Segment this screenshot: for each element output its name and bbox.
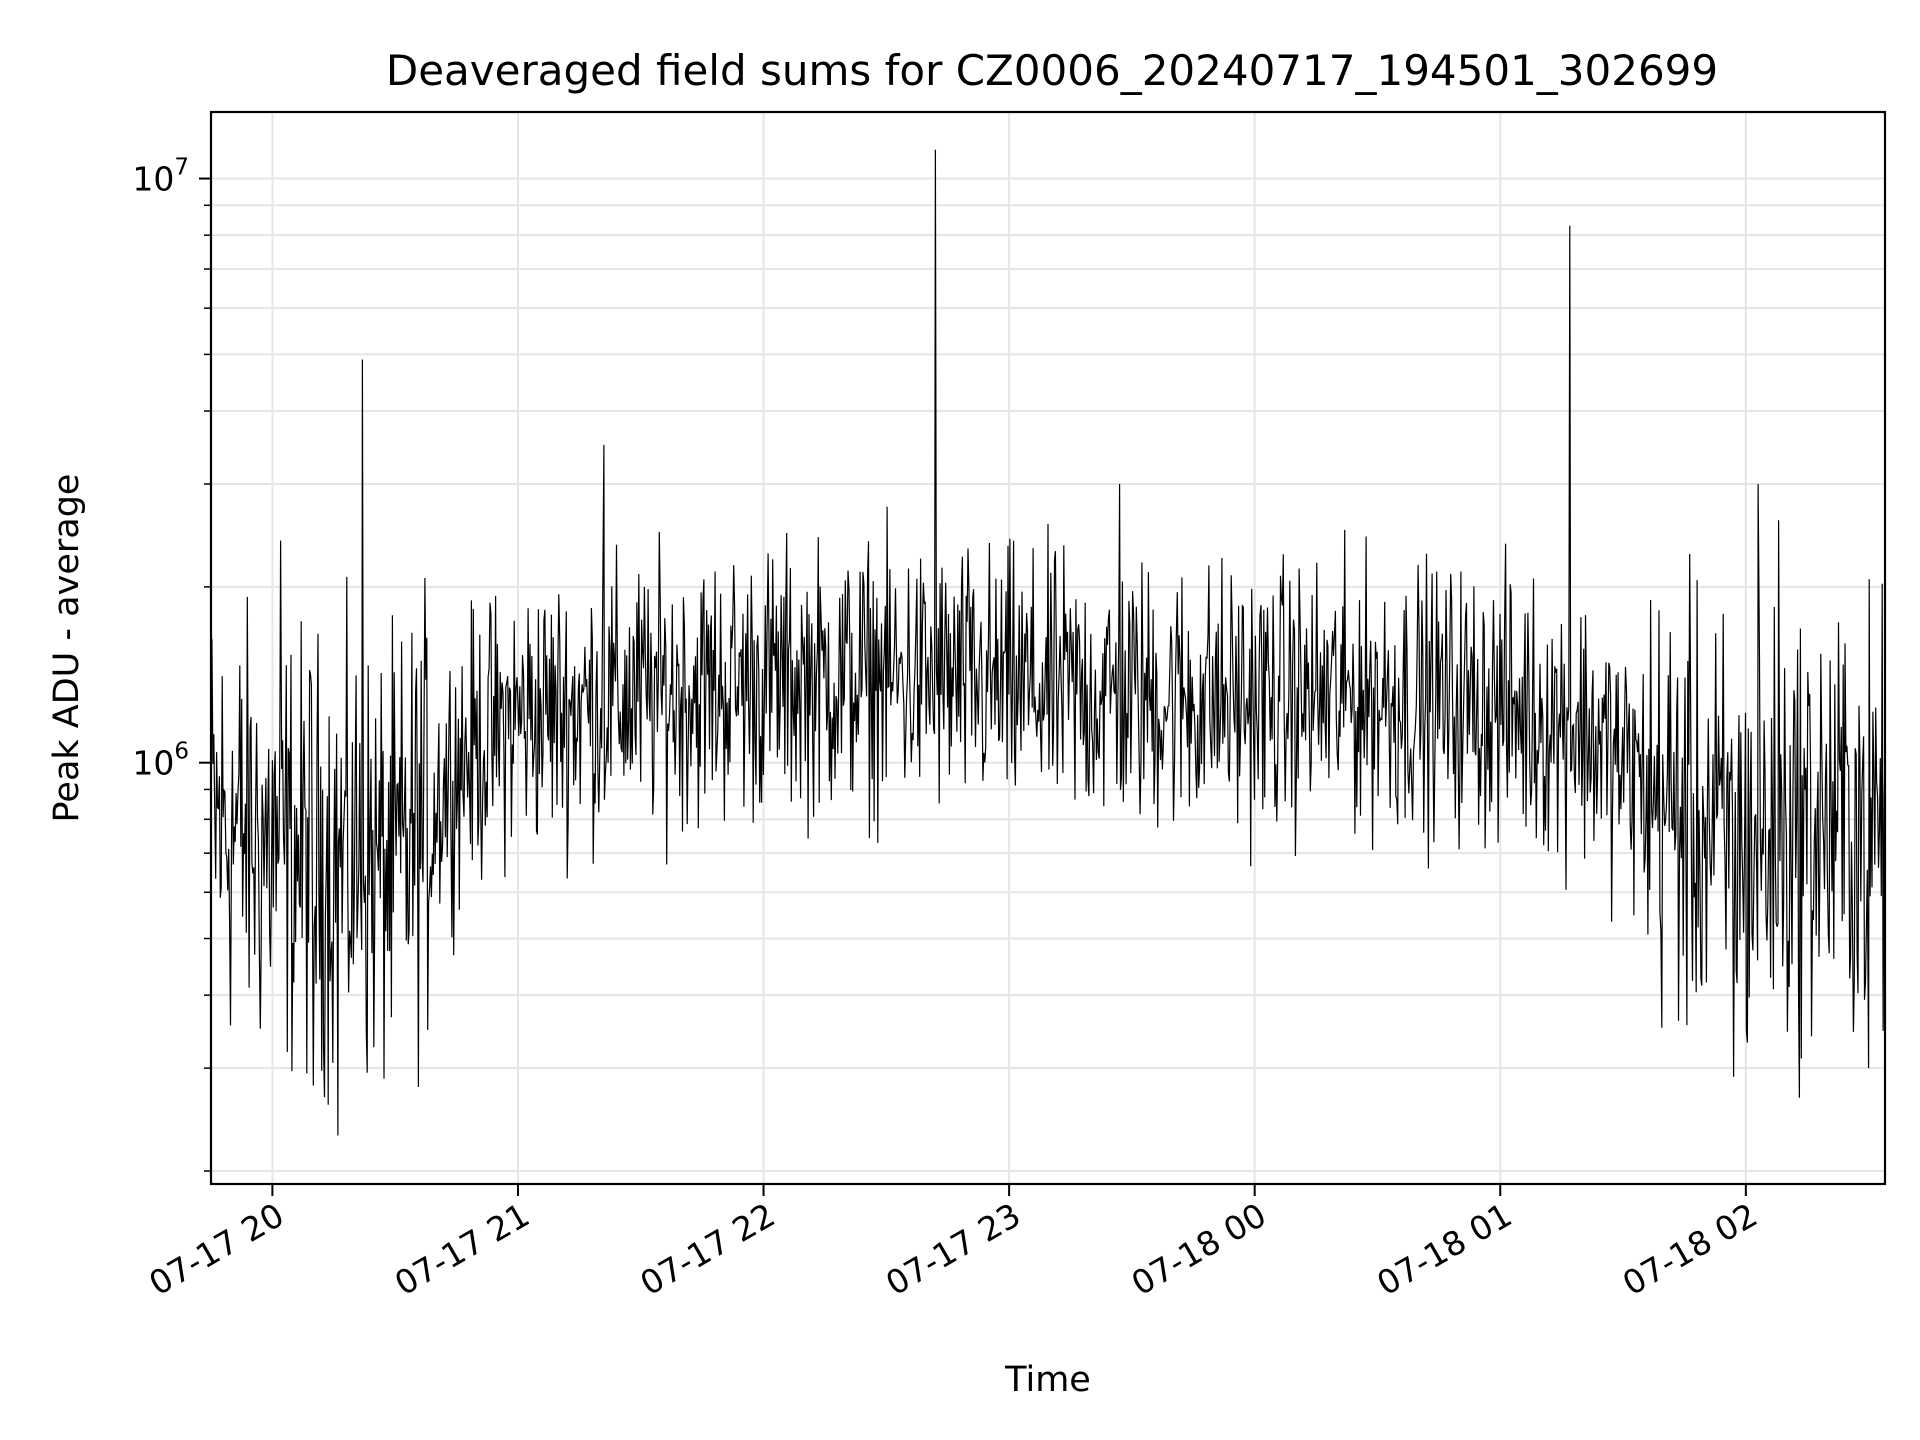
y-axis: 106 107 [132,155,211,1172]
x-tick-label: 07-17 20 [142,1195,290,1303]
y-axis-label: Peak ADU - average [47,474,87,823]
y-tick-label: 107 [132,155,189,199]
x-axis: 07-17 20 07-17 21 07-17 22 07-17 23 07-18 00… [142,1184,1764,1303]
x-tick-label: 07-18 00 [1125,1195,1273,1303]
x-axis-label: Time [1004,1360,1091,1400]
y-tick-label: 106 [132,739,189,783]
x-tick-label: 07-17 23 [879,1195,1027,1303]
series-line-peak-adu [210,149,1886,1136]
x-tick-label: 07-17 22 [634,1195,782,1303]
x-tick-label: 07-18 02 [1616,1195,1764,1303]
chart-title: Deaveraged field sums for CZ0006_2024071… [386,46,1718,95]
x-tick-label: 07-18 01 [1370,1195,1518,1303]
grid [211,112,1885,1184]
x-tick-label: 07-17 21 [388,1195,536,1303]
plot-area-frame [209,110,1887,1186]
